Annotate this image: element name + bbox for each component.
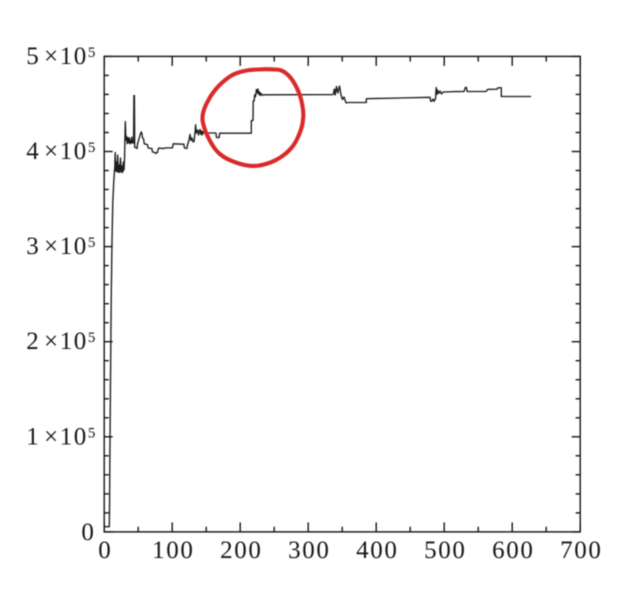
- svg-text:500: 500: [424, 537, 466, 564]
- svg-text:100: 100: [152, 537, 194, 564]
- svg-text:3 ×105: 3 ×105: [26, 233, 97, 260]
- svg-text:5 ×105: 5 ×105: [26, 43, 97, 70]
- svg-text:2 ×105: 2 ×105: [26, 328, 97, 355]
- svg-text:400: 400: [356, 537, 398, 564]
- svg-text:0: 0: [81, 519, 95, 546]
- svg-text:0: 0: [98, 537, 112, 564]
- svg-text:700: 700: [560, 537, 602, 564]
- svg-text:1 ×105: 1 ×105: [26, 423, 97, 450]
- svg-text:4 ×105: 4 ×105: [26, 138, 97, 165]
- svg-text:200: 200: [220, 537, 262, 564]
- svg-text:600: 600: [492, 537, 534, 564]
- svg-text:300: 300: [288, 537, 330, 564]
